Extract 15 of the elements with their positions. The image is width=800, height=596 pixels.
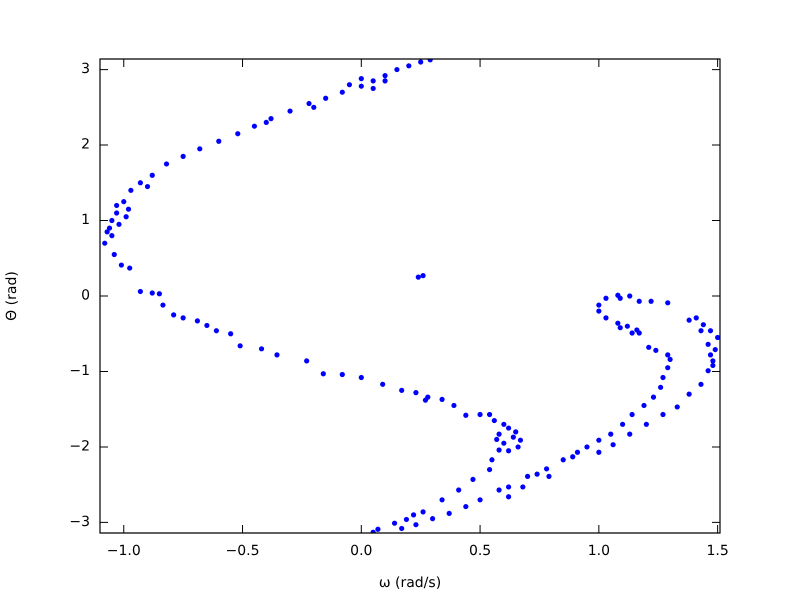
y-tick-label: −1 <box>69 363 90 380</box>
x-axis-title: ω (rad/s) <box>378 575 442 592</box>
x-tick-label: 1.5 <box>706 543 729 560</box>
x-tick-label: 0.5 <box>468 543 492 560</box>
x-tick-label: −1.0 <box>106 543 141 560</box>
y-axis-title: Θ (rad) <box>4 271 20 321</box>
y-tick-label: 2 <box>81 136 90 153</box>
x-tick-label: 1.0 <box>588 543 610 560</box>
y-tick-label: 1 <box>81 212 90 228</box>
y-tick-label: −3 <box>69 514 90 530</box>
x-tick-label: 0.0 <box>350 543 372 560</box>
y-tick-label: 0 <box>81 288 90 304</box>
y-tick-label: −2 <box>69 438 90 455</box>
x-tick-label: −0.5 <box>226 543 260 560</box>
y-tick-label: 3 <box>81 61 90 78</box>
